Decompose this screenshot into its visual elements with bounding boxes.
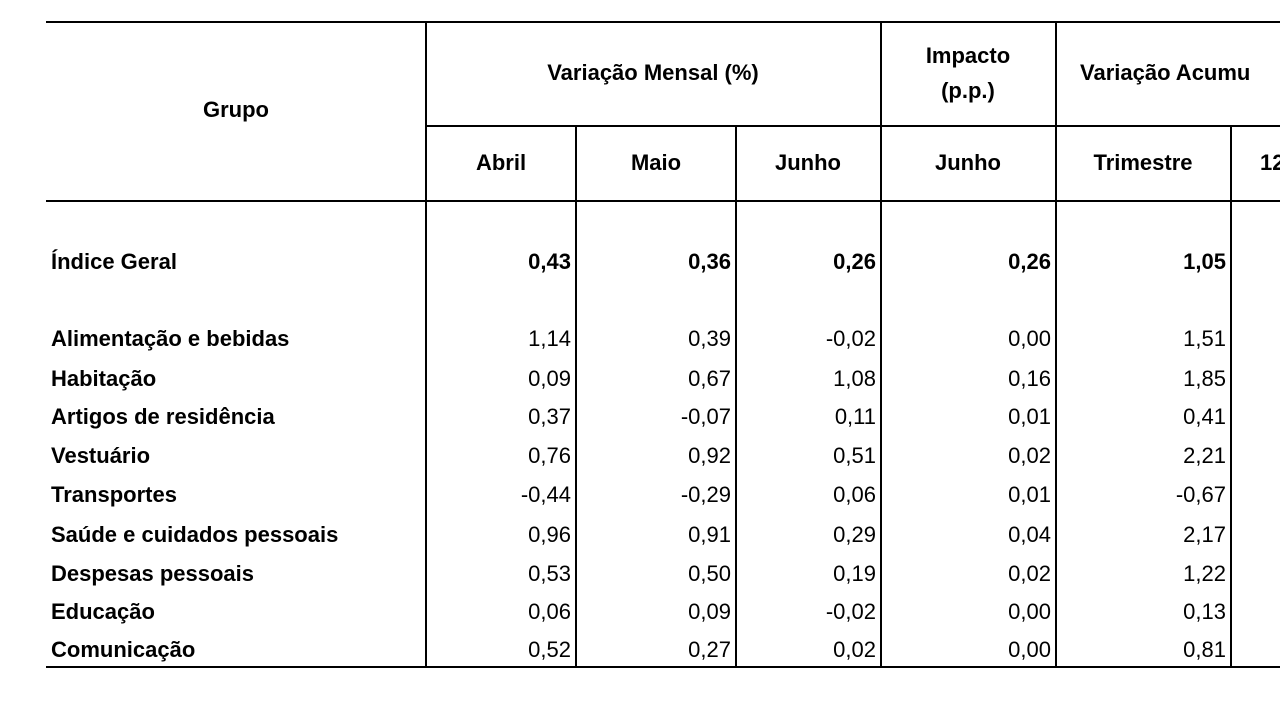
cell: 0,16 <box>1008 366 1051 391</box>
cell: 0,91 <box>688 522 731 547</box>
cell: 0,01 <box>1008 404 1051 429</box>
column-header: Trimestre <box>1093 150 1192 175</box>
row-label: Habitação <box>51 366 156 391</box>
cell: -0,07 <box>681 404 731 429</box>
cell: 0,02 <box>1008 443 1051 468</box>
cell: 0,02 <box>1008 561 1051 586</box>
cell: 0,01 <box>1008 482 1051 507</box>
cell: 0,37 <box>528 404 571 429</box>
cell: 0,53 <box>528 561 571 586</box>
cell: 0,26 <box>833 249 876 274</box>
row-label: Saúde e cuidados pessoais <box>51 522 338 547</box>
cell: 0,39 <box>688 326 731 351</box>
cell: 1,22 <box>1183 561 1226 586</box>
cell: 0,00 <box>1008 599 1051 624</box>
cell: -0,67 <box>1176 482 1226 507</box>
column-header: Abril <box>476 150 526 175</box>
cell: 1,08 <box>833 366 876 391</box>
cell: 0,09 <box>528 366 571 391</box>
cell: 0,19 <box>833 561 876 586</box>
cell: 0,92 <box>688 443 731 468</box>
cell: 0,26 <box>1008 249 1051 274</box>
cell: 0,00 <box>1008 326 1051 351</box>
cell: 0,09 <box>688 599 731 624</box>
header: Variação Mensal (%) <box>547 60 759 85</box>
cell: 2,17 <box>1183 522 1226 547</box>
cell: 0,36 <box>688 249 731 274</box>
row-label: Índice Geral <box>51 249 177 274</box>
cell: 0,06 <box>528 599 571 624</box>
cell: 1,05 <box>1183 249 1226 274</box>
cell: 1,51 <box>1183 326 1226 351</box>
cell: 0,81 <box>1183 637 1226 662</box>
row-label: Transportes <box>51 482 177 507</box>
cell: 0,06 <box>833 482 876 507</box>
row-label: Educação <box>51 599 155 624</box>
header: Grupo <box>203 97 269 122</box>
row-label: Alimentação e bebidas <box>51 326 289 351</box>
cell: 0,43 <box>528 249 571 274</box>
cell: -0,29 <box>681 482 731 507</box>
cell: 0,41 <box>1183 404 1226 429</box>
header: Impacto <box>926 43 1010 68</box>
row-label: Vestuário <box>51 443 150 468</box>
cell: 0,27 <box>688 637 731 662</box>
cell: 0,52 <box>528 637 571 662</box>
cell: -0,02 <box>826 326 876 351</box>
column-header: Junho <box>775 150 841 175</box>
row-label: Comunicação <box>51 637 195 662</box>
cell: 0,13 <box>1183 599 1226 624</box>
cell: 1,14 <box>528 326 571 351</box>
cell: 0,50 <box>688 561 731 586</box>
cell: 0,76 <box>528 443 571 468</box>
cell: 0,67 <box>688 366 731 391</box>
header: Variação Acumu <box>1080 60 1250 85</box>
row-label: Despesas pessoais <box>51 561 254 586</box>
cell: -0,02 <box>826 599 876 624</box>
cell: -0,44 <box>521 482 571 507</box>
cell: 0,04 <box>1008 522 1051 547</box>
column-header: Junho <box>935 150 1001 175</box>
column-header: 12 <box>1260 150 1280 175</box>
cell: 1,85 <box>1183 366 1226 391</box>
cell: 0,29 <box>833 522 876 547</box>
cell: 0,51 <box>833 443 876 468</box>
column-header: Maio <box>631 150 681 175</box>
row-label: Artigos de residência <box>51 404 276 429</box>
cell: 0,11 <box>835 404 876 429</box>
grid <box>46 21 1280 668</box>
cell: 0,02 <box>833 637 876 662</box>
cell: 0,96 <box>528 522 571 547</box>
cell: 0,00 <box>1008 637 1051 662</box>
header: (p.p.) <box>941 78 995 103</box>
cell: 2,21 <box>1183 443 1226 468</box>
